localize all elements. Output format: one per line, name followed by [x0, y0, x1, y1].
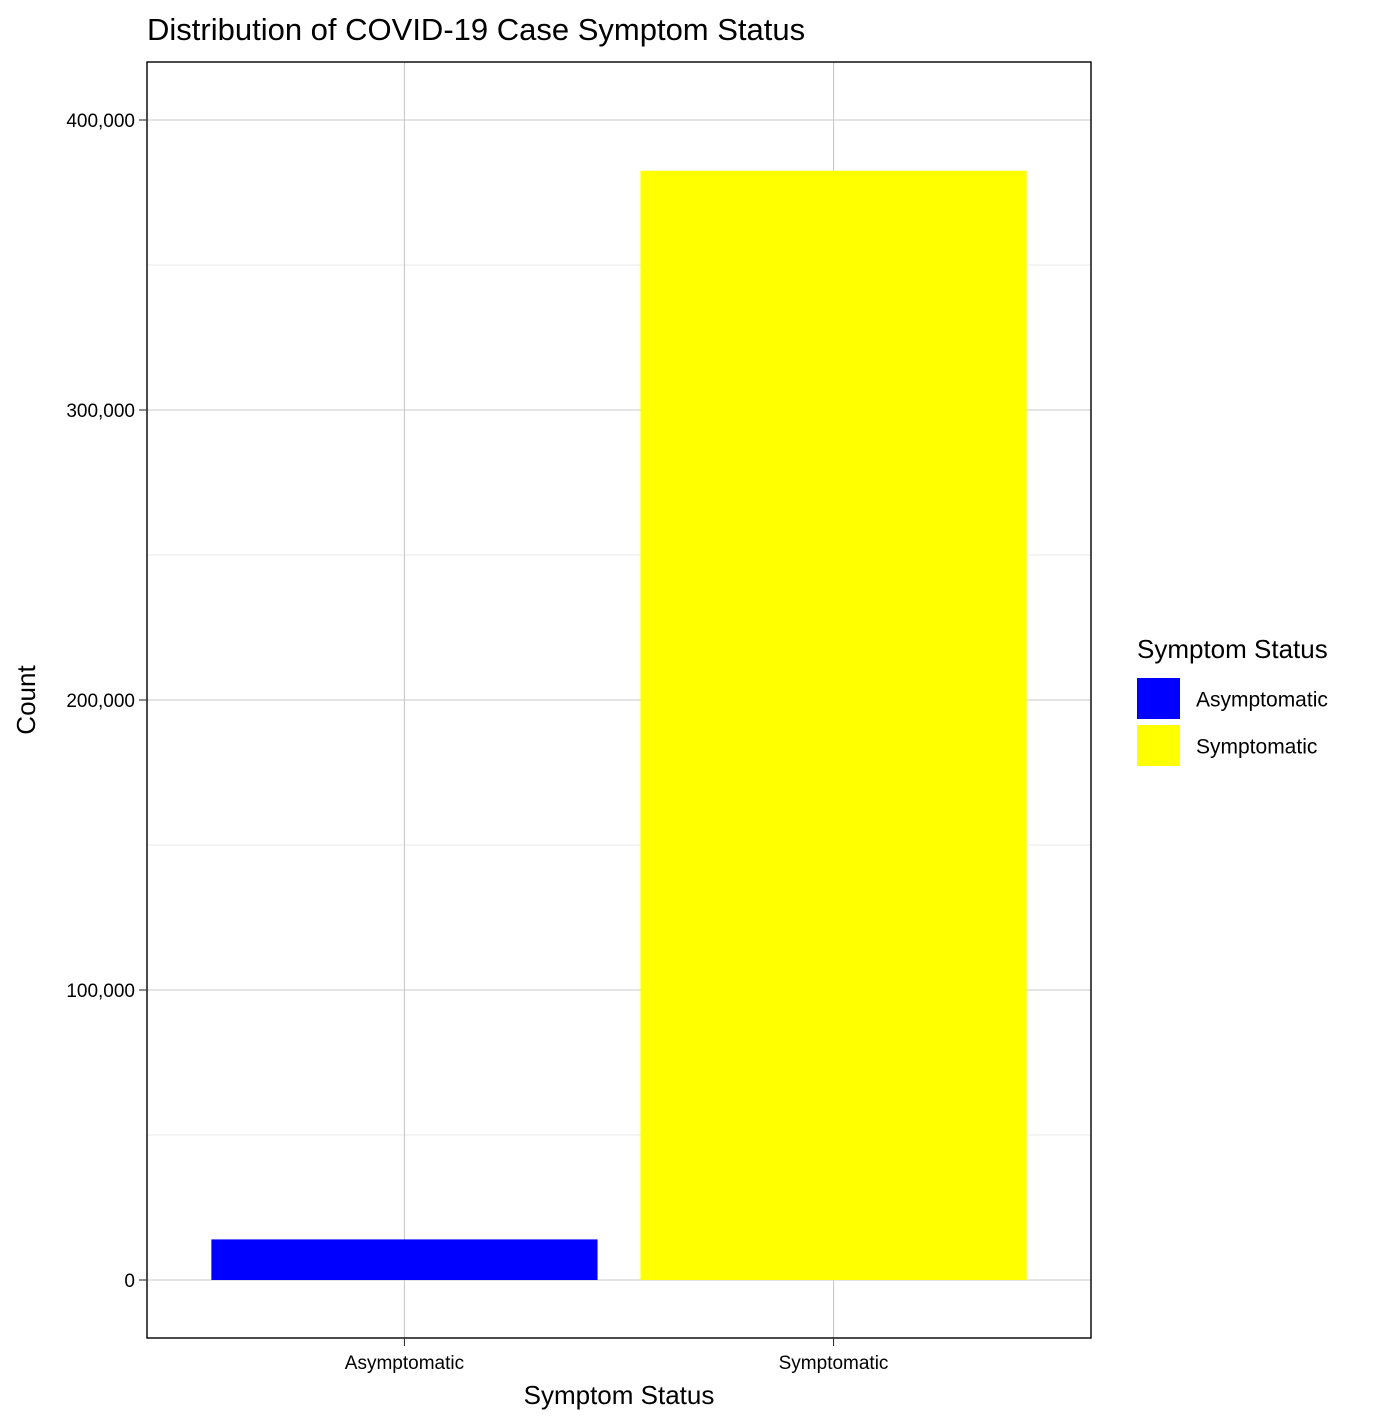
y-tick-label: 100,000 [66, 981, 135, 1002]
x-tick-label: Asymptomatic [345, 1353, 464, 1374]
x-axis-title: Symptom Status [524, 1380, 715, 1410]
legend-label: Symptomatic [1196, 736, 1317, 759]
y-axis-title: Count [11, 665, 41, 735]
legend-entries: Asymptomatic Symptomatic [1137, 678, 1328, 766]
legend-title: Symptom Status [1137, 634, 1328, 664]
bar-symptomatic [640, 170, 1027, 1280]
legend-key-asymptomatic [1137, 678, 1180, 719]
legend-key-symptomatic [1137, 725, 1180, 766]
y-axis: 0 100,000 200,000 300,000 400,000 [66, 111, 147, 1292]
y-tick-label: 0 [124, 1271, 135, 1292]
legend: Symptom Status Asymptomatic Symptomatic [1137, 634, 1328, 766]
y-tick-label: 400,000 [66, 111, 135, 132]
y-tick-label: 300,000 [66, 401, 135, 422]
chart-title: Distribution of COVID-19 Case Symptom St… [147, 12, 805, 47]
plot-panel [146, 61, 1092, 1339]
bars [211, 170, 1027, 1280]
x-tick-label: Symptomatic [779, 1353, 889, 1374]
bar-asymptomatic [211, 1239, 598, 1280]
y-tick-label: 200,000 [66, 691, 135, 712]
x-axis: Asymptomatic Symptomatic [345, 1338, 889, 1374]
legend-label: Asymptomatic [1196, 689, 1328, 712]
